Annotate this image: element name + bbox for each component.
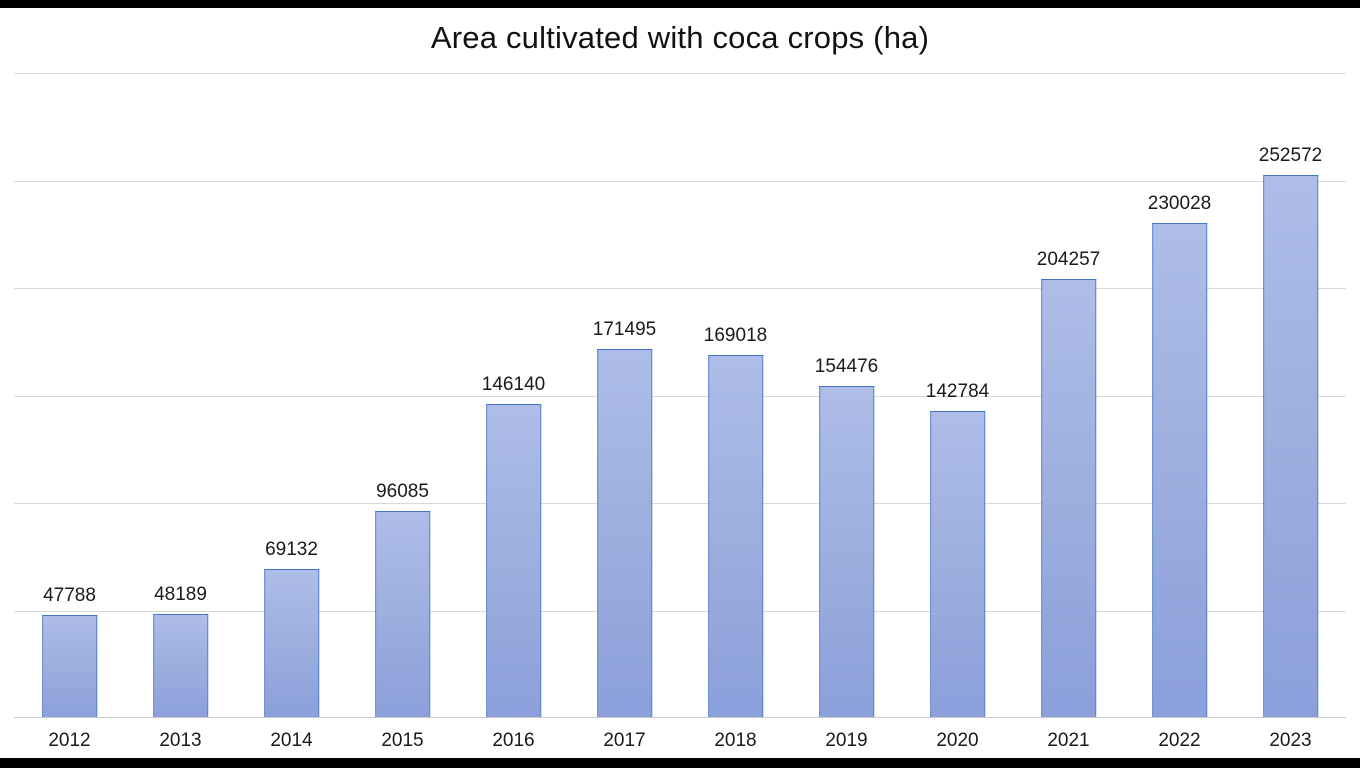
gridline-250000	[14, 180, 1346, 182]
bar-2023	[1262, 174, 1319, 718]
bar-cell-2017: 171495	[569, 73, 680, 718]
data-label-2019: 154476	[814, 355, 879, 377]
gridline-300000	[14, 73, 1346, 74]
bar-cell-2023: 252572	[1235, 73, 1346, 718]
bar-2014	[263, 569, 320, 718]
gridline-200000	[14, 288, 1346, 289]
bar-cell-2018: 169018	[680, 73, 791, 718]
bar-2021	[1040, 278, 1097, 718]
bar-cell-2013: 48189	[125, 73, 236, 718]
bar-cell-2012: 47788	[14, 73, 125, 718]
data-label-2013: 48189	[154, 584, 207, 606]
bottom-border-bar	[0, 758, 1360, 768]
bar-cell-2015: 96085	[347, 73, 458, 718]
bar-cell-2014: 69132	[236, 73, 347, 718]
x-tick-label-2022: 2022	[1158, 730, 1201, 751]
x-tick-label-2016: 2016	[492, 730, 535, 751]
data-label-2017: 171495	[592, 319, 657, 341]
x-tick-label-2012: 2012	[48, 730, 91, 751]
x-tick-label-2013: 2013	[159, 730, 202, 751]
bar-2016	[485, 403, 542, 718]
gridline-50000	[14, 610, 1346, 612]
bar-cell-2021: 204257	[1013, 73, 1124, 718]
bar-2020	[929, 411, 986, 718]
data-label-2012: 47788	[43, 585, 96, 607]
chart-title: Area cultivated with coca crops (ha)	[430, 20, 930, 55]
x-tick-label-2019: 2019	[825, 730, 868, 751]
x-tick-label-2020: 2020	[936, 730, 979, 751]
bar-2015	[374, 511, 431, 718]
x-tick-label-2014: 2014	[270, 730, 313, 751]
data-label-2020: 142784	[925, 381, 990, 403]
bars-container: 47788 48189 69132 96085 146140 171495 169018 15…	[14, 73, 1346, 718]
plot-area: 47788 48189 69132 96085 146140 171495 169018 15…	[14, 73, 1346, 718]
data-label-2023: 252572	[1258, 144, 1323, 166]
bar-2012	[41, 615, 98, 718]
bar-2018	[707, 354, 764, 718]
bar-2013	[152, 614, 209, 718]
x-tick-label-2021: 2021	[1047, 730, 1090, 751]
data-label-2021: 204257	[1036, 248, 1101, 270]
bar-2019	[818, 385, 875, 718]
x-axis-line	[14, 717, 1346, 718]
data-label-2015: 96085	[376, 481, 429, 503]
gridline-150000	[14, 395, 1346, 397]
bar-2017	[596, 349, 653, 718]
top-border-bar	[0, 0, 1360, 8]
bar-cell-2019: 154476	[791, 73, 902, 718]
data-label-2022: 230028	[1147, 193, 1212, 215]
gridline-100000	[14, 503, 1346, 504]
x-tick-label-2018: 2018	[714, 730, 757, 751]
data-label-2018: 169018	[703, 324, 768, 346]
x-tick-label-2023: 2023	[1269, 730, 1312, 751]
bar-cell-2022: 230028	[1124, 73, 1235, 718]
data-label-2014: 69132	[265, 539, 318, 561]
bar-cell-2020: 142784	[902, 73, 1013, 718]
bar-cell-2016: 146140	[458, 73, 569, 718]
data-label-2016: 146140	[481, 373, 546, 395]
x-axis-labels: 2012 2013 2014 2015 2016 2017 2018 2019 2020 2021…	[14, 730, 1346, 752]
x-tick-label-2015: 2015	[381, 730, 424, 751]
bar-2022	[1151, 223, 1208, 718]
x-tick-label-2017: 2017	[603, 730, 646, 751]
